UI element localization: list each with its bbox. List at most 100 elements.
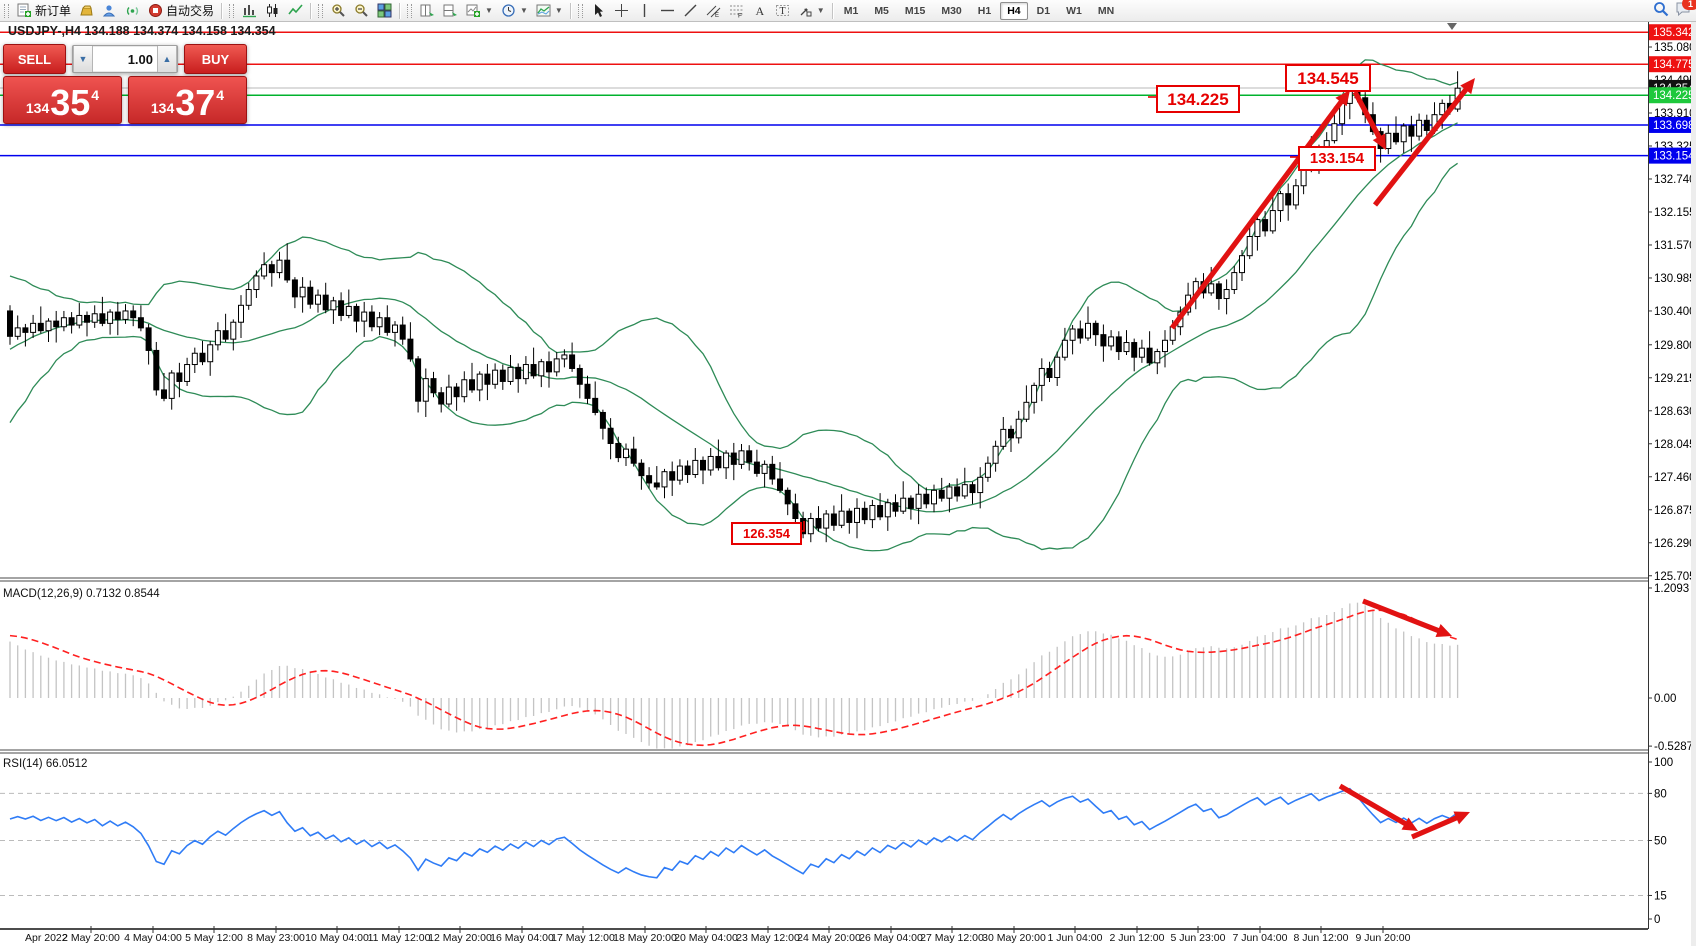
fibonacci-icon: F	[729, 3, 744, 18]
svg-text:5 May 12:00: 5 May 12:00	[185, 932, 243, 944]
line-chart-button[interactable]	[285, 1, 306, 20]
timeframe-m30[interactable]: M30	[941, 4, 962, 17]
buy-price-handle: 134	[150, 100, 175, 116]
horizontal-lines[interactable]	[0, 31, 1648, 157]
svg-text:134.775: 134.775	[1653, 59, 1695, 71]
label-button[interactable]: T	[772, 1, 793, 20]
timeframe-m1[interactable]: M1	[843, 4, 859, 17]
shapes-button[interactable]: ▼	[795, 1, 828, 20]
buy-button[interactable]: BUY	[184, 44, 247, 74]
timeframe-m5[interactable]: M5	[874, 4, 889, 17]
autotrade-button[interactable]: 自动交易	[145, 1, 217, 20]
autotrade-icon	[148, 3, 163, 18]
trend-arrows[interactable]	[1169, 78, 1475, 840]
price-annotation[interactable]: 126.354	[731, 522, 802, 545]
new-order-icon	[17, 3, 32, 18]
trendline-button[interactable]	[680, 1, 701, 20]
svg-text:15: 15	[1654, 890, 1667, 902]
candle-chart-button[interactable]	[262, 1, 283, 20]
window-horizontal-button[interactable]	[440, 1, 461, 20]
price-annotation[interactable]: 134.545	[1285, 64, 1371, 92]
svg-text:F: F	[738, 13, 742, 19]
svg-text:128.045: 128.045	[1654, 439, 1696, 451]
signals-button[interactable]	[122, 1, 143, 20]
zoom-in-button[interactable]	[328, 1, 349, 20]
bar-chart-button[interactable]	[239, 1, 260, 20]
candles	[7, 71, 1461, 543]
tile-windows-button[interactable]	[374, 1, 395, 20]
window-vertical-button[interactable]	[417, 1, 438, 20]
buy-price-box[interactable]: 134 37 4	[128, 76, 247, 124]
crosshair-button[interactable]	[611, 1, 632, 20]
trend-arrow[interactable]	[1362, 598, 1446, 636]
svg-text:11 May 12:00: 11 May 12:00	[368, 932, 431, 944]
trend-arrow[interactable]	[1169, 95, 1348, 330]
toolbar-grip	[318, 3, 324, 18]
svg-text:2 Jun 12:00: 2 Jun 12:00	[1110, 932, 1165, 944]
price-annotation[interactable]: 133.154	[1298, 146, 1376, 171]
trend-arrow[interactable]	[1352, 90, 1385, 144]
trend-arrow[interactable]	[1338, 783, 1413, 830]
timeframe-h1[interactable]: H1	[977, 4, 992, 17]
svg-text:0.00: 0.00	[1654, 693, 1676, 705]
price-badge	[1649, 24, 1695, 41]
toolbar-grip	[229, 3, 235, 18]
notification-badge: 1	[1682, 0, 1696, 10]
toolbar-separator	[831, 2, 833, 19]
svg-text:26 May 04:00: 26 May 04:00	[859, 932, 923, 944]
main-toolbar: 新订单 自动交易 ▼ ▼ ▼ E F A T ▼ M1 M5 M15 M30 H1 H4 D1 W1 MN 1	[0, 0, 1696, 22]
svg-text:-0.5287: -0.5287	[1654, 741, 1693, 753]
price-badge	[1649, 116, 1695, 133]
community-button[interactable]	[99, 1, 120, 20]
new-order-button[interactable]: 新订单	[14, 1, 74, 20]
text-icon: A	[752, 3, 767, 18]
bar-chart-icon	[242, 3, 257, 18]
vline-button[interactable]	[634, 1, 655, 20]
line-chart-icon	[288, 3, 303, 18]
timeframe-w1[interactable]: W1	[1066, 4, 1082, 17]
channel-button[interactable]: E	[703, 1, 724, 20]
volume-increase-button[interactable]: ▲	[157, 46, 177, 72]
timeframe-m15[interactable]: M15	[904, 4, 926, 17]
toolbar-grip	[407, 3, 413, 18]
text-button[interactable]: A	[749, 1, 770, 20]
hline-button[interactable]	[657, 1, 678, 20]
volume-input[interactable]	[93, 47, 157, 71]
svg-text:126.290: 126.290	[1654, 538, 1696, 550]
signals-icon	[125, 3, 140, 18]
zoom-out-button[interactable]	[351, 1, 372, 20]
svg-text:130.985: 130.985	[1654, 273, 1696, 285]
briefcase-button[interactable]	[76, 1, 97, 20]
shapes-icon	[798, 3, 813, 18]
channel-icon: E	[706, 3, 721, 18]
svg-text:Apr 2022: Apr 2022	[25, 932, 68, 944]
period-clock-button[interactable]: ▼	[498, 1, 531, 20]
sell-price-big: 35	[50, 82, 91, 124]
hline-icon	[660, 3, 675, 18]
svg-text:125.705: 125.705	[1654, 571, 1696, 583]
svg-text:5 Jun 23:00: 5 Jun 23:00	[1171, 932, 1226, 944]
chat-button[interactable]: 1	[1675, 0, 1696, 20]
timeframe-d1[interactable]: D1	[1036, 4, 1051, 17]
timeframe-h4[interactable]: H4	[1000, 1, 1028, 20]
sell-price-box[interactable]: 134 35 4	[3, 76, 122, 124]
window-horizontal-icon	[443, 3, 458, 18]
window-edge	[1691, 21, 1696, 946]
sell-button[interactable]: SELL	[3, 44, 66, 74]
fibonacci-button[interactable]: F	[726, 1, 747, 20]
new-chart-button[interactable]: ▼	[463, 1, 496, 20]
trend-arrow[interactable]	[1410, 812, 1464, 840]
cursor-button[interactable]	[588, 1, 609, 20]
vline-icon	[637, 3, 652, 18]
chart-template-button[interactable]: ▼	[533, 1, 566, 20]
timeframe-mn[interactable]: MN	[1097, 4, 1115, 17]
trend-arrow[interactable]	[1372, 82, 1472, 207]
volume-stepper: ▼ ▲	[72, 45, 178, 73]
svg-text:135.080: 135.080	[1654, 42, 1696, 54]
rsi-label: RSI(14) 66.0512	[3, 758, 88, 770]
price-annotation[interactable]: 134.225	[1156, 85, 1240, 113]
toolbar-right: 1	[1653, 0, 1696, 21]
volume-decrease-button[interactable]: ▼	[73, 46, 93, 72]
search-icon[interactable]	[1653, 1, 1669, 20]
